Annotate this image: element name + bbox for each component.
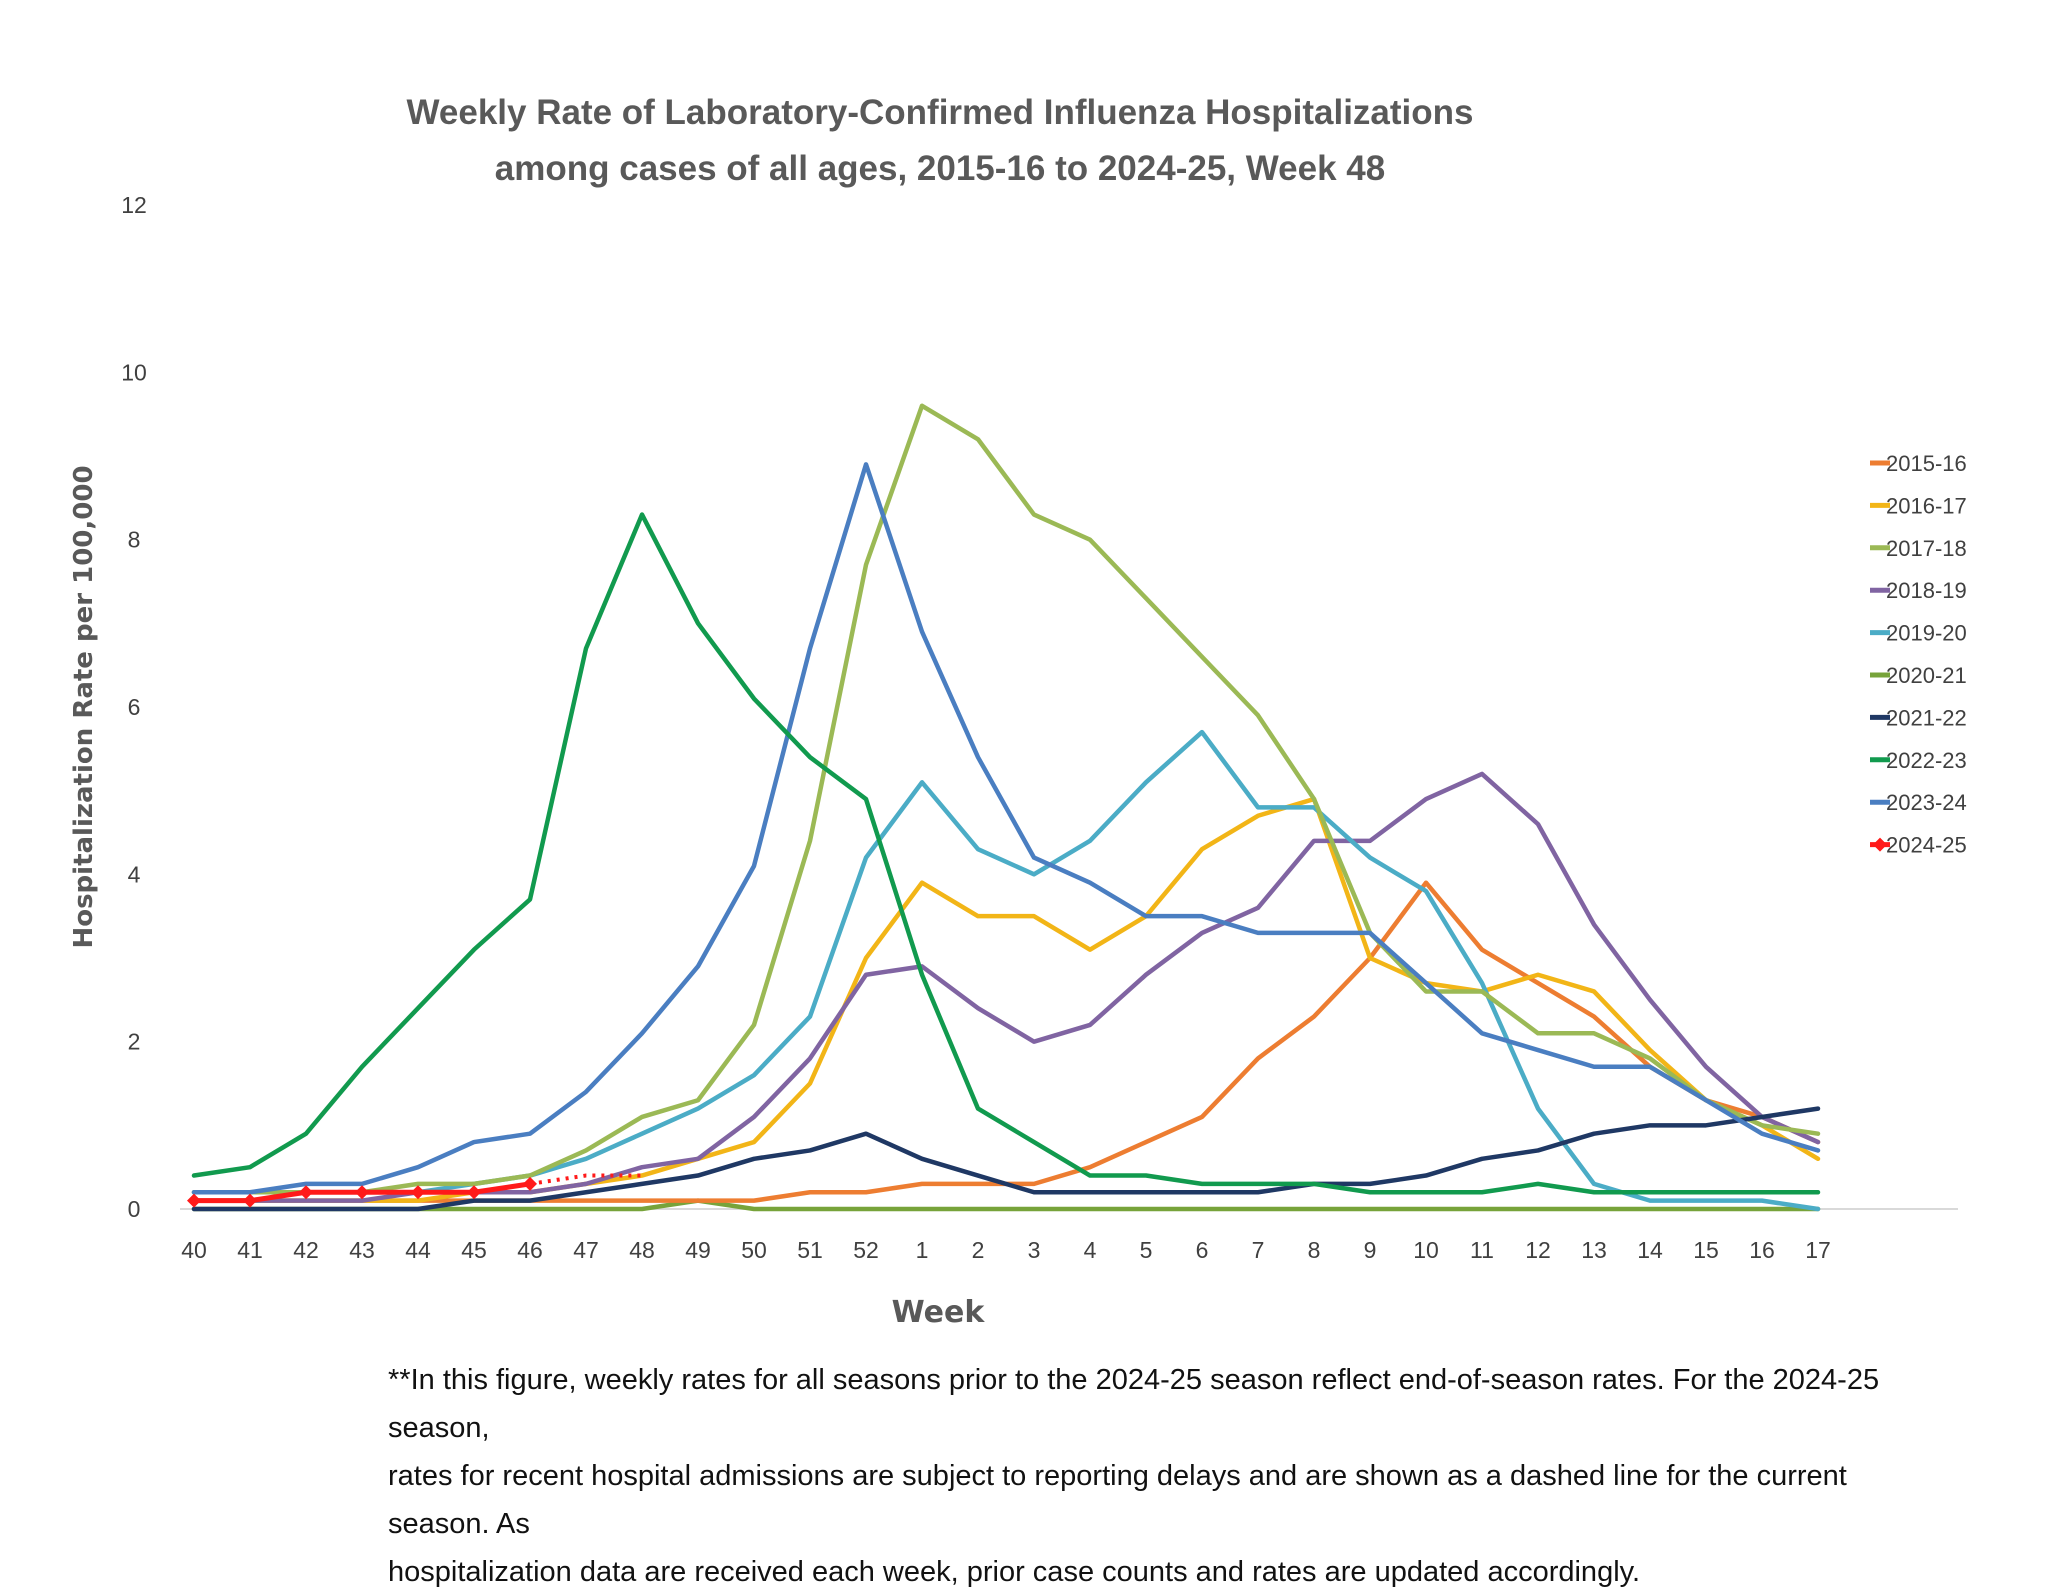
x-tick-label: 43 <box>349 1237 375 1263</box>
series-point-2024-25 <box>523 1176 537 1191</box>
series-line-2021-22 <box>191 1106 1821 1212</box>
legend-label-2024-25: 2024-25 <box>1886 833 1967 858</box>
y-axis-ticks: 0 2 4 6 8 10 12 <box>121 192 147 1222</box>
series-line-2015-16 <box>191 880 1821 1203</box>
x-tick-label: 8 <box>1308 1237 1321 1263</box>
x-tick-label: 3 <box>1028 1237 1041 1263</box>
x-tick-label: 49 <box>685 1237 711 1263</box>
legend-label-2016-17: 2016-17 <box>1886 493 1967 518</box>
series-point-2024-25 <box>299 1185 313 1200</box>
series-line-2020-21 <box>191 1198 1821 1212</box>
legend-label-2017-18: 2017-18 <box>1886 536 1967 561</box>
x-tick-label: 5 <box>1140 1237 1153 1263</box>
x-tick-label: 46 <box>517 1237 543 1263</box>
series-layer <box>187 403 1821 1212</box>
series-point-2024-25 <box>243 1193 257 1208</box>
x-tick-label: 13 <box>1581 1237 1607 1263</box>
x-tick-label: 48 <box>629 1237 655 1263</box>
x-tick-label: 40 <box>181 1237 207 1263</box>
x-tick-label: 45 <box>461 1237 487 1263</box>
series-point-2024-25 <box>355 1185 369 1200</box>
series-line-2024-25-provisional <box>529 1173 642 1186</box>
x-tick-label: 52 <box>853 1237 879 1263</box>
y-tick-label: 6 <box>128 694 141 720</box>
series-line-2023-24 <box>191 462 1821 1195</box>
x-tick-label: 6 <box>1196 1237 1209 1263</box>
x-tick-label: 4 <box>1084 1237 1097 1263</box>
x-tick-label: 1 <box>916 1237 929 1263</box>
y-tick-label: 10 <box>121 359 147 385</box>
y-tick-label: 4 <box>128 861 141 887</box>
chart-svg: Weekly Rate of Laboratory-Confirmed Infl… <box>69 93 1967 1330</box>
legend-marker-2024-25 <box>1873 837 1887 852</box>
series-line-2017-18 <box>191 403 1821 1195</box>
x-tick-label: 2 <box>972 1237 985 1263</box>
chart: Weekly Rate of Laboratory-Confirmed Infl… <box>69 93 1967 1330</box>
x-tick-label: 51 <box>797 1237 823 1263</box>
x-tick-label: 41 <box>237 1237 263 1263</box>
series-point-2024-25 <box>411 1185 425 1200</box>
x-tick-label: 11 <box>1470 1237 1494 1263</box>
x-tick-label: 47 <box>573 1237 599 1263</box>
y-axis-title: Hospitalization Rate per 100,000 <box>69 465 99 948</box>
y-tick-label: 2 <box>128 1029 141 1055</box>
x-tick-label: 12 <box>1525 1237 1551 1263</box>
footnote-line: hospitalization data are received each w… <box>388 1556 1641 1588</box>
series-point-2024-25 <box>187 1193 201 1208</box>
x-tick-label: 17 <box>1805 1237 1831 1263</box>
legend-label-2018-19: 2018-19 <box>1886 578 1967 603</box>
x-tick-label: 9 <box>1364 1237 1377 1263</box>
x-tick-label: 44 <box>405 1237 431 1263</box>
y-tick-label: 8 <box>128 527 141 553</box>
x-tick-label: 7 <box>1252 1237 1265 1263</box>
legend-label-2015-16: 2015-16 <box>1886 451 1967 476</box>
legend-label-2023-24: 2023-24 <box>1886 790 1967 815</box>
footnote-line: rates for recent hospital admissions are… <box>388 1460 1847 1540</box>
legend-label-2021-22: 2021-22 <box>1886 705 1967 730</box>
x-tick-label: 50 <box>741 1237 767 1263</box>
footnote: **In this figure, weekly rates for all s… <box>388 1356 1948 1596</box>
x-tick-label: 42 <box>293 1237 319 1263</box>
x-tick-label: 14 <box>1637 1237 1663 1263</box>
chart-title: Weekly Rate of Laboratory-Confirmed Infl… <box>406 93 1473 132</box>
x-tick-label: 15 <box>1693 1237 1719 1263</box>
x-tick-label: 16 <box>1749 1237 1775 1263</box>
chart-subtitle: among cases of all ages, 2015-16 to 2024… <box>495 149 1385 188</box>
x-tick-label: 10 <box>1413 1237 1439 1263</box>
y-tick-label: 12 <box>121 192 147 218</box>
y-tick-label: 0 <box>128 1196 141 1222</box>
series-point-2024-25 <box>467 1185 481 1200</box>
legend: 2015-16 2016-17 2017-18 2018-19 2019-20 2020-… <box>1870 451 1967 858</box>
legend-label-2020-21: 2020-21 <box>1886 663 1967 688</box>
footnote-line: **In this figure, weekly rates for all s… <box>388 1364 1880 1444</box>
legend-label-2019-20: 2019-20 <box>1886 621 1967 646</box>
series-line-2022-23 <box>191 512 1821 1195</box>
x-axis-title: Week <box>892 1295 986 1330</box>
legend-label-2022-23: 2022-23 <box>1886 748 1967 773</box>
x-axis: 40 41 42 43 44 45 46 47 48 49 50 51 52 1 2 3 4 5 6 7 8 9 10 11 1… <box>180 1208 1958 1263</box>
